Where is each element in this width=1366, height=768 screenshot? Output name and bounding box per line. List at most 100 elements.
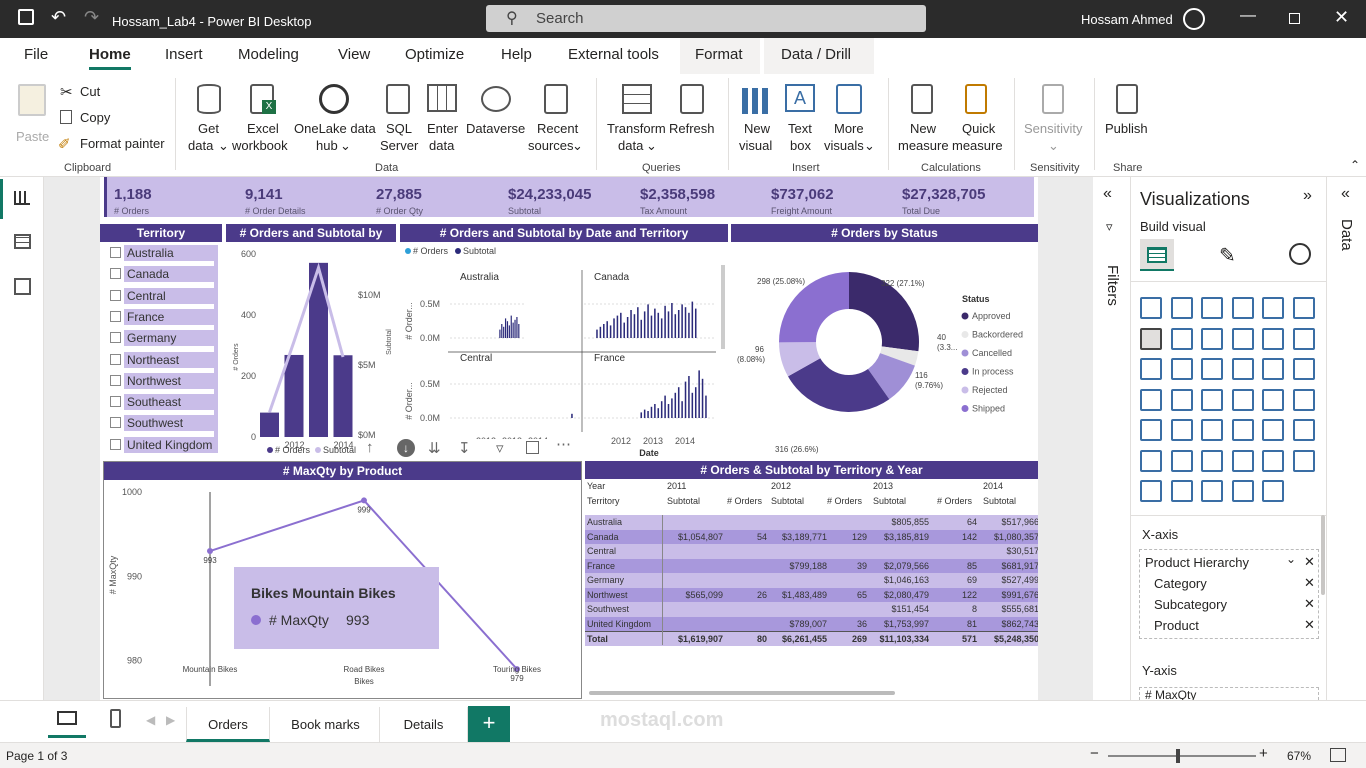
date-bar[interactable]	[516, 317, 518, 338]
orders-subtotal-by-year-visual[interactable]: # Orders and Subtotal by Year 600 400 200 0…	[226, 224, 396, 456]
page-tab-orders[interactable]: Orders	[186, 707, 270, 742]
stacked-column-icon[interactable]	[1170, 297, 1193, 319]
date-bar[interactable]	[650, 315, 653, 338]
maxqty-by-product-visual[interactable]: # MaxQty by Product 1000 990 980 # MaxQty 99…	[103, 461, 582, 699]
redo-icon[interactable]: ↷	[84, 7, 100, 27]
date-bar[interactable]	[691, 392, 694, 418]
quick-measure-button[interactable]: Quick measure	[952, 82, 1004, 160]
dataverse-button[interactable]: Dataverse	[466, 82, 526, 160]
donut-slice[interactable]	[779, 342, 821, 377]
date-bar[interactable]	[671, 303, 673, 338]
pie-icon[interactable]	[1231, 358, 1254, 380]
enter-data-button[interactable]: Enter data	[424, 82, 464, 160]
orders-bar[interactable]	[333, 355, 353, 437]
table-view-icon[interactable]	[14, 234, 31, 249]
paste-button[interactable]: Paste	[14, 82, 50, 144]
line-point[interactable]	[207, 548, 213, 555]
x-field-level[interactable]: Category ✕	[1140, 573, 1318, 593]
text-box-button[interactable]: A Text box	[780, 82, 820, 160]
slicer-checkbox[interactable]	[110, 289, 121, 301]
slicer-icon[interactable]	[1170, 419, 1193, 441]
avatar-icon[interactable]	[1183, 8, 1205, 30]
slicer-checkbox[interactable]	[110, 353, 121, 365]
focus-mode-icon[interactable]	[526, 441, 539, 454]
date-bar[interactable]	[623, 322, 625, 338]
orders-bar[interactable]	[260, 412, 279, 437]
multi-row-card-icon[interactable]	[1292, 388, 1315, 411]
table-icon[interactable]	[1201, 419, 1223, 441]
territory-year-matrix[interactable]: # Orders & Subtotal by Territory & Year …	[585, 461, 1038, 699]
date-bar[interactable]	[664, 395, 666, 418]
sql-server-button[interactable]: SQL Server	[378, 82, 422, 160]
page-tab-bookmarks[interactable]: Book marks	[272, 707, 380, 742]
qa-icon[interactable]	[1201, 449, 1223, 472]
slicer-checkbox[interactable]	[110, 310, 121, 322]
analytics-icon[interactable]	[1289, 243, 1311, 265]
100-column-icon[interactable]	[1292, 297, 1315, 319]
date-bar[interactable]	[606, 321, 608, 338]
copy-button[interactable]: Copy	[80, 110, 111, 125]
slicer-item[interactable]: Germany	[100, 330, 222, 349]
tab-insert[interactable]: Insert	[165, 46, 203, 63]
slicer-checkbox[interactable]	[110, 438, 121, 450]
r-visual-icon[interactable]	[1262, 419, 1284, 441]
matrix-row[interactable]: Canada $1,054,807 54 $3,189,771 129 $3,185,81…	[585, 529, 1038, 544]
slicer-checkbox[interactable]	[110, 417, 121, 429]
donut-icon[interactable]	[1262, 358, 1284, 380]
more-visuals-button[interactable]: More visuals ⌄	[824, 82, 876, 160]
slicer-checkbox[interactable]	[110, 374, 121, 386]
tab-external-tools[interactable]: External tools	[568, 46, 659, 63]
date-bar[interactable]	[677, 310, 680, 338]
date-bar[interactable]	[688, 376, 690, 418]
slicer-checkbox[interactable]	[110, 396, 121, 408]
date-bar[interactable]	[626, 317, 629, 338]
date-bar[interactable]	[698, 370, 700, 418]
get-data-button[interactable]: Get data ⌄	[186, 82, 232, 160]
power-apps-icon[interactable]	[1140, 480, 1162, 502]
stacked-area-icon[interactable]	[1201, 327, 1223, 350]
date-bar[interactable]	[657, 408, 660, 418]
date-bar[interactable]	[654, 404, 656, 418]
date-bar[interactable]	[647, 411, 649, 418]
model-view-icon[interactable]	[14, 278, 31, 295]
slicer-scrollbar[interactable]	[214, 245, 218, 450]
clustered-column-icon[interactable]	[1231, 297, 1254, 319]
x-field-level[interactable]: Product ✕	[1140, 615, 1318, 635]
date-bar[interactable]	[684, 381, 687, 418]
transform-data-button[interactable]: Transform data ⌄	[606, 82, 668, 160]
date-bar[interactable]	[506, 321, 509, 338]
date-bar[interactable]	[643, 409, 646, 418]
chevron-icon[interactable]	[1231, 480, 1254, 502]
donut-slice[interactable]	[779, 272, 849, 343]
date-bar[interactable]	[677, 387, 680, 418]
date-bar[interactable]	[667, 404, 670, 418]
cut-button[interactable]: Cut	[80, 84, 101, 99]
tab-modeling[interactable]: Modeling	[238, 46, 299, 63]
donut-slice[interactable]	[867, 353, 915, 400]
area-icon[interactable]	[1170, 327, 1193, 350]
line-clustered-icon[interactable]	[1292, 327, 1315, 350]
remove-field-icon[interactable]: ✕	[1304, 554, 1315, 569]
date-bar[interactable]	[694, 308, 697, 338]
date-bar[interactable]	[603, 324, 605, 338]
tab-format[interactable]: Format	[695, 46, 743, 63]
add-page-button[interactable]: +	[468, 706, 510, 742]
date-bar[interactable]	[688, 312, 690, 338]
date-bar[interactable]	[694, 387, 697, 418]
date-bar[interactable]	[684, 307, 687, 338]
date-bar[interactable]	[701, 378, 704, 418]
date-bar[interactable]	[499, 329, 501, 338]
power-automate-icon[interactable]	[1170, 480, 1193, 502]
tab-help[interactable]: Help	[501, 46, 532, 63]
date-bar[interactable]	[674, 392, 677, 418]
date-bar[interactable]	[504, 318, 507, 338]
date-bar[interactable]	[620, 312, 622, 338]
zoom-out-icon[interactable]: −	[1090, 745, 1099, 762]
matrix-row[interactable]: Germany $1,046,163 69 $527,499	[585, 573, 1038, 588]
key-influencers-icon[interactable]	[1140, 449, 1162, 472]
ribbon-icon[interactable]	[1262, 327, 1284, 350]
maximize-icon[interactable]	[1289, 13, 1300, 24]
drill-up-icon[interactable]: ↑	[366, 439, 374, 456]
filters-pane[interactable]: « ▿ Filters	[1093, 177, 1131, 700]
waterfall-icon[interactable]	[1140, 358, 1162, 380]
